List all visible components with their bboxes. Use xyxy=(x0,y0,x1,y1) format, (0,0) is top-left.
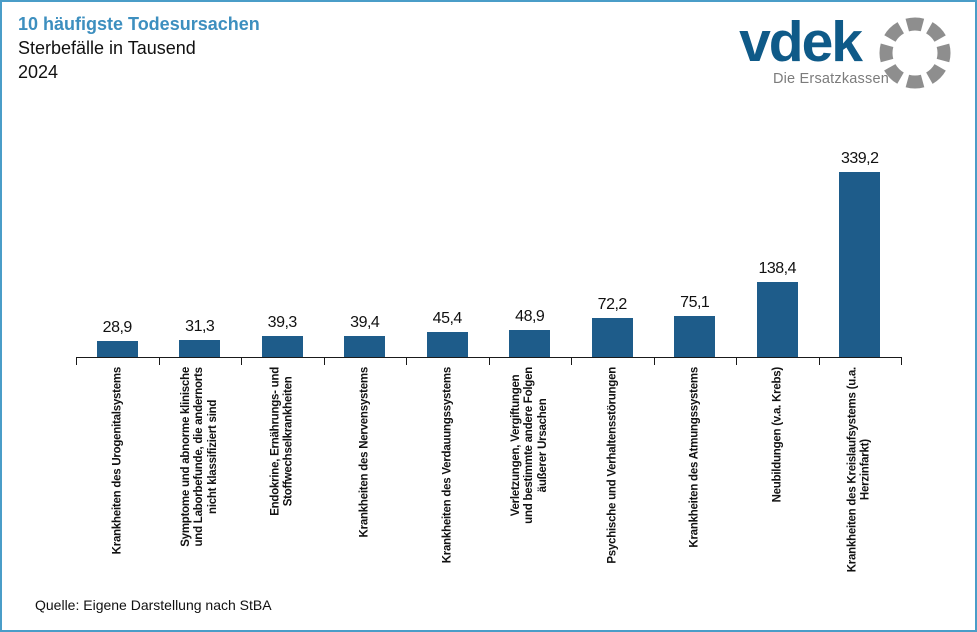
x-axis-tick xyxy=(323,357,325,365)
bar xyxy=(179,340,221,357)
bar-value-label: 45,4 xyxy=(432,310,463,327)
bar xyxy=(591,318,633,357)
bar xyxy=(261,336,303,357)
x-axis-label-rotator: Neubildungen (v.a. Krebs) xyxy=(736,367,819,599)
x-axis-label-cell: Verletzungen, Vergiftungen und bestimmte… xyxy=(488,367,571,599)
x-axis-label: Krankheiten des Urogenitalsystems xyxy=(110,367,123,555)
x-axis-label-rotator: Krankheiten des Nervensystems xyxy=(323,367,406,599)
x-axis-label-rotator: Psychische und Verhaltensstörungen xyxy=(571,367,654,599)
bar xyxy=(839,172,881,357)
x-axis-label-rotator: Endokrine, Ernährungs- und Stoffwechselk… xyxy=(241,367,324,599)
x-axis-label-cell: Krankheiten des Atmungssystems xyxy=(653,367,736,599)
vdek-ring-icon xyxy=(879,17,951,89)
bar xyxy=(674,316,716,357)
bar xyxy=(96,341,138,357)
x-axis-label-cell: Krankheiten des Kreislaufsystems (u.a. H… xyxy=(818,367,901,599)
x-axis-label-cell: Krankheiten des Verdauungssystems xyxy=(406,367,489,599)
x-axis-label-cell: Endokrine, Ernährungs- und Stoffwechselk… xyxy=(241,367,324,599)
x-axis-label: Krankheiten des Atmungssystems xyxy=(688,367,700,548)
bar-value-label: 339,2 xyxy=(840,150,879,167)
x-axis-label-rotator: Krankheiten des Atmungssystems xyxy=(653,367,736,599)
x-axis-tick xyxy=(571,357,572,365)
bar xyxy=(344,336,386,357)
bar xyxy=(426,332,468,357)
vdek-tagline: Die Ersatzkassen xyxy=(772,71,889,87)
x-axis-label: Krankheiten des Nervensystems xyxy=(358,367,370,538)
x-axis-tick xyxy=(818,357,820,365)
x-axis-label: Psychische und Verhaltensstörungen xyxy=(605,367,618,564)
vdek-wordmark: vdek xyxy=(739,10,863,74)
bar-value-label: 75,1 xyxy=(680,294,710,311)
x-axis-label-rotator: Verletzungen, Vergiftungen und bestimmte… xyxy=(488,367,571,599)
x-axis-label-cell: Neubildungen (v.a. Krebs) xyxy=(736,367,819,599)
x-axis-tick xyxy=(158,357,160,365)
x-axis-label-cell: Symptome und abnorme klinische und Labor… xyxy=(158,367,241,599)
bar-value-label: 39,3 xyxy=(267,314,298,331)
x-axis-tick xyxy=(406,357,407,365)
x-axis-label-cell: Krankheiten des Nervensystems xyxy=(323,367,406,599)
x-axis-label: Verletzungen, Vergiftungen und bestimmte… xyxy=(509,367,549,524)
chart-header: 10 häufigste Todesursachen Sterbefälle i… xyxy=(18,12,260,84)
bar xyxy=(756,282,798,357)
x-axis-label-rotator: Krankheiten des Kreislaufsystems (u.a. H… xyxy=(818,367,901,599)
chart-year: 2024 xyxy=(18,62,59,82)
x-axis-label-cell: Psychische und Verhaltensstörungen xyxy=(571,367,654,599)
bar-value-label: 28,9 xyxy=(102,319,133,336)
bar-value-label: 39,4 xyxy=(350,314,380,331)
chart-subtitle: Sterbefälle in Tausend xyxy=(18,38,196,58)
x-axis-label-rotator: Krankheiten des Urogenitalsystems xyxy=(76,367,159,599)
x-axis-tick xyxy=(241,357,242,365)
x-axis-label: Endokrine, Ernährungs- und Stoffwechselk… xyxy=(268,367,295,516)
bar-value-label: 138,4 xyxy=(758,260,797,277)
x-axis-label: Krankheiten des Kreislaufsystems (u.a. H… xyxy=(846,367,872,573)
x-axis-tick xyxy=(901,357,902,365)
x-axis-label-rotator: Symptome und abnorme klinische und Labor… xyxy=(158,367,241,599)
x-axis-label-rotator: Krankheiten des Verdauungssystems xyxy=(406,367,489,599)
bar-value-label: 31,3 xyxy=(185,318,215,335)
x-axis-label: Neubildungen (v.a. Krebs) xyxy=(770,367,783,503)
bar xyxy=(509,330,551,357)
x-axis-label: Krankheiten des Verdauungssystems xyxy=(440,367,453,564)
x-axis-tick xyxy=(653,357,655,365)
vdek-logo: vdek Die Ersatzkassen xyxy=(736,10,961,92)
bar-value-label: 48,9 xyxy=(515,308,545,325)
source-note: Quelle: Eigene Darstellung nach StBA xyxy=(35,597,272,613)
x-axis-tick xyxy=(488,357,490,365)
x-axis-tick xyxy=(736,357,737,365)
chart-title: 10 häufigste Todesursachen xyxy=(18,14,260,34)
x-axis-label-cell: Krankheiten des Urogenitalsystems xyxy=(76,367,159,599)
x-axis-label: Symptome und abnorme klinische und Labor… xyxy=(179,367,219,547)
x-axis-tick xyxy=(76,357,77,365)
bar-value-label: 72,2 xyxy=(597,296,628,313)
